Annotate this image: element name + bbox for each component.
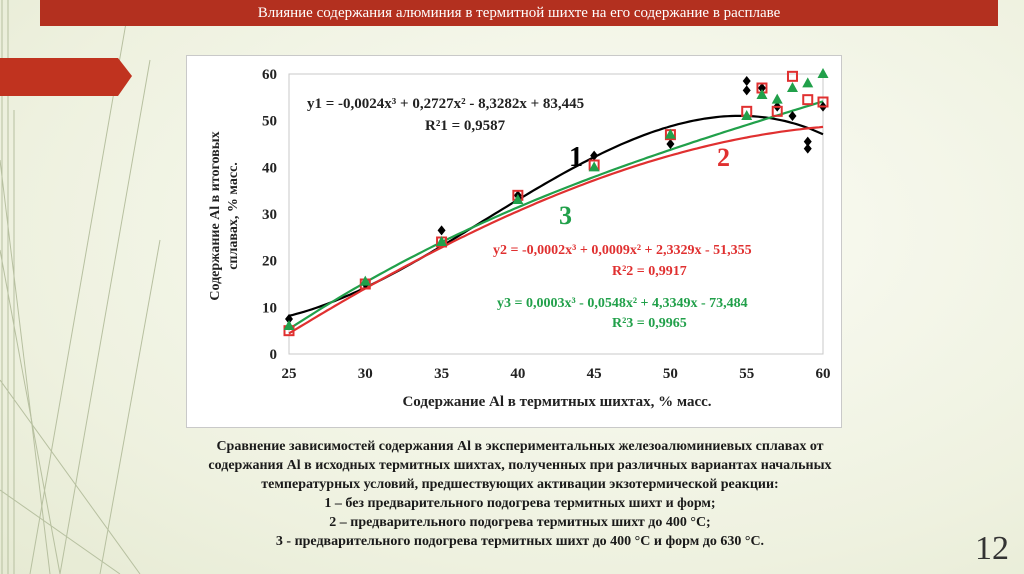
data-point-series-3 [512,194,524,204]
figure-caption: Сравнение зависимостей содержания Al в э… [120,437,920,551]
slide-title: Влияние содержания алюминия в термитной … [40,0,998,26]
x-tick-label: 40 [510,366,525,382]
caption-line-2: содержания Al в исходных термитных шихта… [208,458,832,473]
data-point-series-1 [666,139,675,149]
r2-3: R²3 = 0,9965 [612,316,687,331]
fit-curve-2 [288,125,824,335]
y-tick-label: 40 [262,160,277,176]
y-tick-labels: 0 10 20 30 40 50 60 [262,67,277,363]
fit-curves [288,100,824,335]
r2-2: R²2 = 0,9917 [612,264,687,279]
series-label-1: 1 [569,142,583,173]
data-point-series-1 [803,136,812,147]
data-point-series-1 [285,314,293,324]
data-point-series-1 [742,76,751,86]
equation-2: y2 = -0,0002x³ + 0,0009x² + 2,3329x - 51… [493,243,752,258]
y-tick-label: 20 [262,254,277,270]
y-tick-label: 0 [270,347,278,363]
equation-3: y3 = 0,0003x³ - 0,0548x² + 4,3349x - 73,… [497,296,748,311]
data-point-series-3 [771,93,783,104]
data-point-series-3 [786,82,798,92]
data-point-series-3 [802,77,814,88]
r2-1: R²1 = 0,9587 [425,118,506,134]
equation-1: y1 = -0,0024x³ + 0,2727x² - 8,3282x + 83… [307,96,584,112]
data-point-series-1 [788,111,797,121]
plot-area [288,73,824,355]
x-tick-label: 35 [434,366,449,382]
data-point-series-2 [817,96,829,108]
data-point-series-3 [756,89,768,99]
fit-curve-3 [288,100,824,331]
data-point-series-3 [817,68,829,78]
data-point-series-3 [283,320,295,330]
data-point-series-3 [664,128,676,139]
accent-arrow [0,58,132,96]
x-tick-label: 60 [816,366,831,382]
caption-line-6: 3 - предварительного подогрева термитных… [275,534,765,549]
y-tick-label: 30 [262,207,277,223]
caption-line-1: Сравнение зависимостей содержания Al в э… [216,439,824,454]
data-markers [283,68,829,337]
y-axis-label-line-1: Содержание Al в итоговых [208,131,223,300]
data-point-series-2 [771,105,783,117]
y-tick-label: 60 [262,67,277,83]
x-tick-label: 25 [282,366,297,382]
x-tick-labels: 25 30 35 40 45 50 55 60 [282,366,831,382]
x-tick-label: 45 [587,366,602,382]
chart-svg: 25 30 35 40 45 50 55 60 0 10 20 30 40 50 60 Содержани… [208,67,831,410]
data-point-series-3 [741,110,753,120]
data-point-series-2 [786,70,798,82]
series-label-2: 2 [717,143,730,172]
data-point-series-1 [742,85,751,96]
page-number: 12 [975,530,1009,567]
y-tick-label: 50 [262,114,277,130]
x-tick-label: 55 [739,366,754,382]
x-tick-label: 50 [663,366,678,382]
data-point-series-2 [802,94,814,106]
y-axis-label-line-2: сплавах, % масс. [226,162,241,270]
data-point-series-1 [757,83,766,93]
data-point-series-1 [803,143,812,154]
y-tick-label: 10 [262,300,277,316]
x-tick-label: 30 [358,366,373,382]
caption-line-3: температурных условий, предшествующих ак… [261,477,779,492]
caption-line-4: 1 – без предварительного подогрева терми… [324,496,716,511]
data-point-series-3 [359,275,371,286]
data-point-series-1 [590,150,599,161]
chart-panel: 25 30 35 40 45 50 55 60 0 10 20 30 40 50 60 Содержани… [186,55,842,428]
data-point-series-3 [588,161,600,172]
caption-line-5: 2 – предварительного подогрева термитных… [329,515,711,530]
series-label-3: 3 [559,201,572,230]
data-point-series-3 [436,236,448,246]
data-point-series-1 [437,225,446,236]
x-axis-label: Содержание Al в термитных шихтах, % масс… [402,394,711,410]
